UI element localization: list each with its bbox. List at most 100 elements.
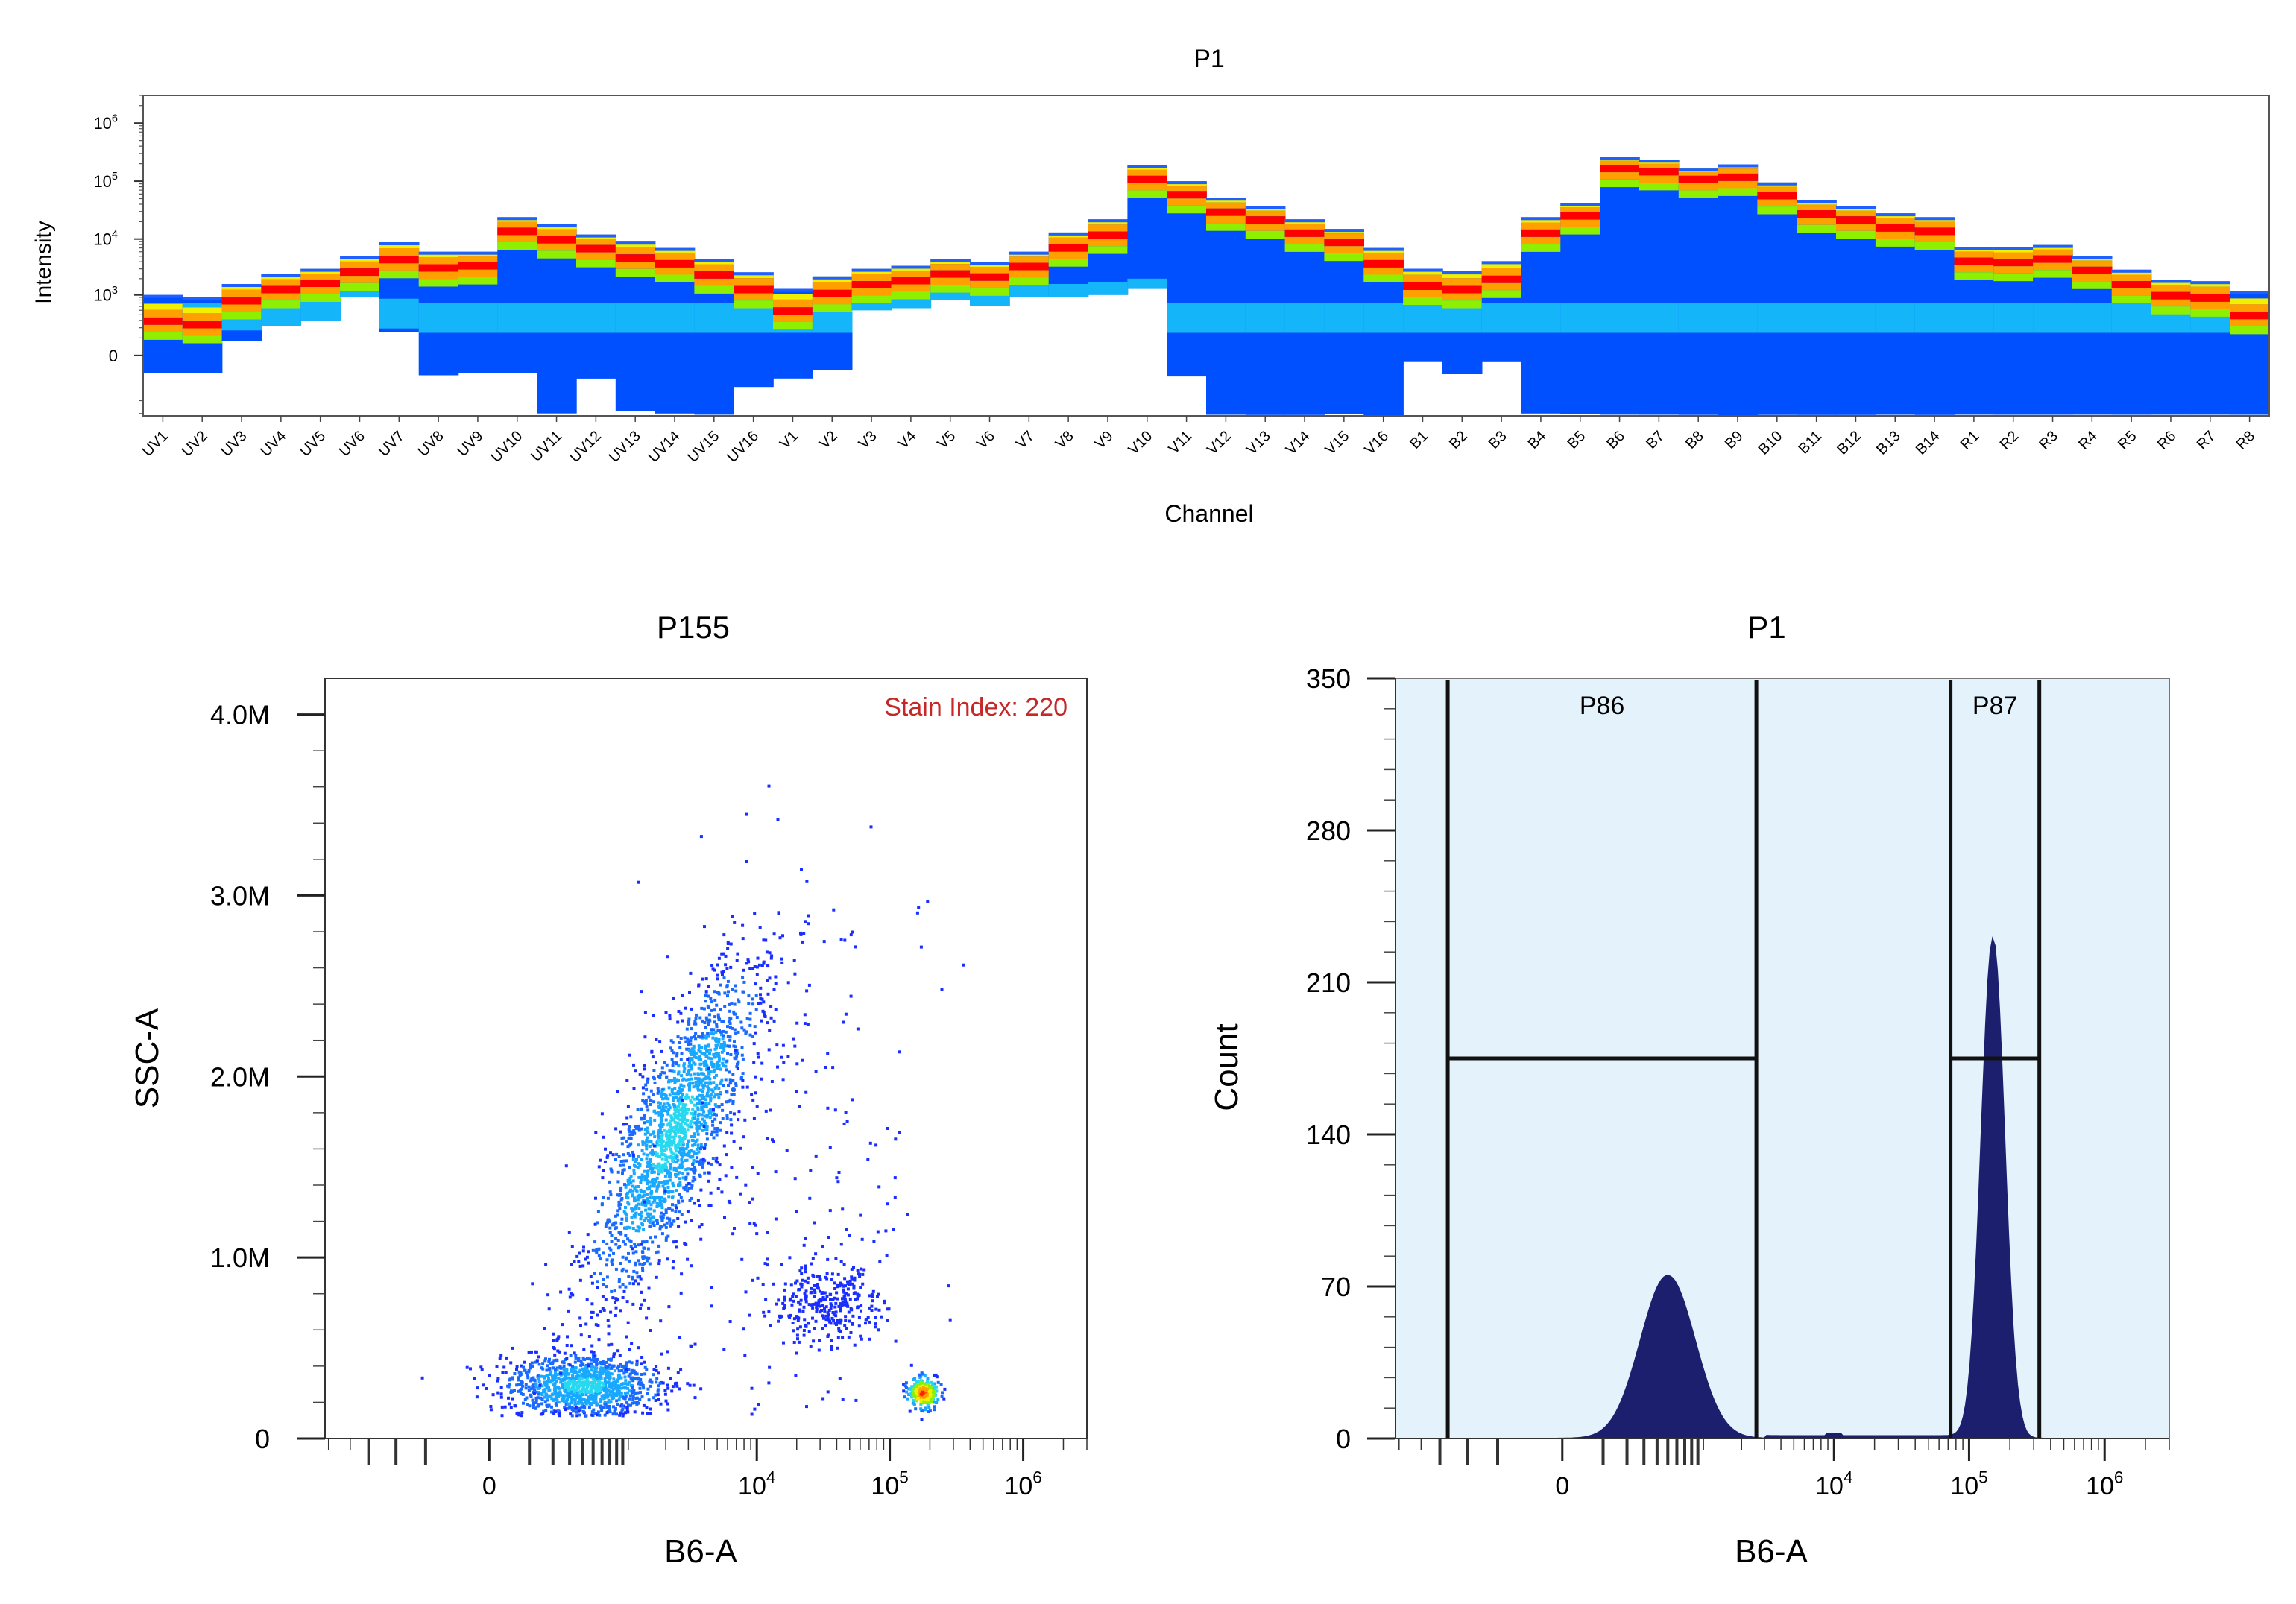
scatter-point	[702, 1123, 706, 1127]
scatter-point	[637, 880, 640, 884]
scatter-point	[854, 1398, 858, 1402]
scatter-point	[697, 1035, 701, 1038]
gate-p86[interactable]: P86	[1445, 680, 1759, 1439]
scatter-point	[602, 1406, 606, 1409]
scatter-point	[570, 1406, 574, 1410]
scatter-point	[582, 1245, 585, 1249]
scatter-point	[619, 1186, 623, 1190]
scatter-point	[669, 1079, 672, 1083]
scatter-point	[825, 1295, 829, 1298]
scatter-point	[608, 1363, 611, 1367]
scatter-point	[649, 1151, 653, 1155]
scatter-point	[511, 1397, 514, 1401]
scatter-point	[834, 1301, 838, 1305]
scatter-point	[795, 1315, 799, 1319]
scatter-point	[520, 1380, 523, 1383]
scatter-point	[664, 1144, 668, 1148]
scatter-point	[603, 1160, 607, 1163]
scatter-point	[523, 1360, 526, 1364]
gate-p87[interactable]: P87	[1949, 680, 2042, 1439]
scatter-point	[725, 1131, 729, 1134]
scatter-point	[515, 1412, 519, 1415]
scatter-point	[615, 1378, 619, 1382]
scatter-point	[894, 1137, 898, 1141]
spectrum-column	[1088, 219, 1129, 295]
scatter-point	[635, 1372, 639, 1376]
scatter-point	[712, 1065, 716, 1069]
scatter-point	[707, 994, 710, 998]
scatter-point	[570, 1395, 573, 1399]
scatter-point	[698, 1102, 701, 1105]
scatter-point	[845, 1301, 849, 1305]
scatter-point	[829, 1298, 832, 1301]
scatter-point	[590, 1413, 594, 1417]
scatter-point	[648, 1163, 652, 1166]
scatter-point	[561, 1379, 564, 1383]
scatter-point	[660, 1134, 663, 1138]
scatter-point	[696, 1114, 700, 1117]
scatter-point	[696, 1132, 700, 1136]
scatter-point	[718, 1178, 722, 1181]
scatter-point	[601, 1387, 605, 1391]
scatter-point	[733, 1227, 736, 1230]
scatter-point	[700, 1046, 704, 1049]
scatter-point	[936, 1398, 940, 1402]
scatter-point	[631, 1398, 635, 1401]
scatter-point	[819, 1310, 822, 1314]
scatter-point	[573, 1368, 576, 1371]
scatter-point	[933, 1386, 937, 1389]
scatter-point	[637, 1143, 640, 1147]
scatter-point	[868, 1306, 871, 1310]
scatter-point	[686, 1210, 690, 1213]
scatter-point	[732, 1140, 736, 1143]
scatter-point	[824, 1066, 827, 1069]
scatter-point	[585, 1380, 589, 1383]
scatter-point	[626, 1180, 630, 1184]
spectrum-column	[851, 268, 892, 311]
scatter-point	[501, 1371, 505, 1374]
scatter-point	[640, 1243, 643, 1246]
scatter-point	[544, 1357, 547, 1361]
scatter-point	[549, 1370, 553, 1374]
scatter-point	[748, 1033, 752, 1037]
scatter-point	[602, 1362, 606, 1365]
scatter-point	[821, 1245, 824, 1248]
scatter-point	[589, 1388, 593, 1392]
scatter-point	[537, 1355, 540, 1359]
scatter-point	[587, 1261, 590, 1265]
scatter-point	[562, 1398, 566, 1401]
scatter-point	[646, 1131, 650, 1134]
gate-label: P86	[1580, 692, 1625, 720]
scatter-point	[693, 1143, 696, 1146]
scatter-point	[639, 1391, 642, 1395]
scatter-point	[648, 1185, 652, 1189]
scatter-point	[874, 1322, 877, 1326]
scatter-point	[721, 1117, 725, 1120]
scatter-point	[649, 1329, 652, 1332]
scatter-point	[645, 1139, 649, 1143]
scatter-point	[668, 1167, 672, 1171]
scatter-point	[804, 1289, 808, 1293]
scatter-point	[886, 1319, 889, 1322]
scatter-point	[652, 1224, 656, 1227]
scatter-point	[733, 1040, 736, 1043]
scatter-point	[772, 1282, 775, 1286]
scatter-point	[635, 1377, 639, 1380]
scatter-point	[611, 1387, 615, 1391]
scatter-point	[732, 1112, 736, 1116]
scatter-point	[661, 1381, 665, 1385]
scatter-point	[807, 922, 810, 926]
scatter-point	[573, 1400, 577, 1404]
scatter-point	[571, 1379, 575, 1383]
scatter-point	[649, 1203, 653, 1207]
scatter-point	[546, 1293, 550, 1297]
scatter-point	[876, 1230, 880, 1234]
scatter-point	[762, 960, 766, 964]
scatter-point	[677, 1199, 681, 1203]
scatter-point	[637, 1382, 640, 1386]
scatter-point	[701, 1019, 704, 1023]
scatter-point	[542, 1390, 546, 1394]
scatter-point	[652, 1196, 655, 1199]
scatter-point	[637, 1162, 640, 1166]
